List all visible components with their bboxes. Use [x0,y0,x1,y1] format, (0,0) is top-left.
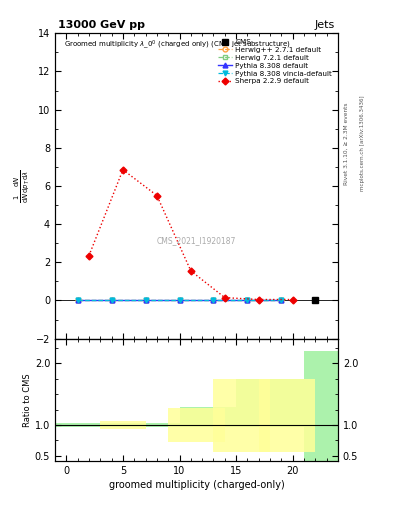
Pythia 8.308 vincia-default [245,297,250,303]
Pythia 8.308 default [279,297,284,303]
Pythia 8.308 vincia-default [75,297,80,303]
Y-axis label: $\frac{1}{\mathrm{d}N}\frac{\mathrm{d}N}{\mathrm{d}p_T\,\mathrm{d}\lambda}$: $\frac{1}{\mathrm{d}N}\frac{\mathrm{d}N}… [12,169,31,203]
Herwig 7.2.1 default [143,297,148,303]
Herwig++ 2.7.1 default [143,297,148,303]
Line: Herwig 7.2.1 default: Herwig 7.2.1 default [75,297,284,303]
Text: CMS_2021_I1920187: CMS_2021_I1920187 [157,237,236,245]
Sherpa 2.2.9 default [222,294,227,301]
Herwig 7.2.1 default [109,297,114,303]
Herwig 7.2.1 default [75,297,80,303]
Pythia 8.308 default [245,297,250,303]
Line: Herwig++ 2.7.1 default: Herwig++ 2.7.1 default [75,297,284,303]
Herwig 7.2.1 default [177,297,182,303]
Herwig++ 2.7.1 default [177,297,182,303]
Herwig++ 2.7.1 default [211,297,216,303]
X-axis label: groomed multiplicity (charged-only): groomed multiplicity (charged-only) [108,480,285,490]
Line: Pythia 8.308 default: Pythia 8.308 default [75,297,284,303]
Pythia 8.308 default [143,297,148,303]
Herwig 7.2.1 default [279,297,284,303]
Sherpa 2.2.9 default [121,167,125,173]
Sherpa 2.2.9 default [256,296,261,303]
Legend: CMS, Herwig++ 2.7.1 default, Herwig 7.2.1 default, Pythia 8.308 default, Pythia : CMS, Herwig++ 2.7.1 default, Herwig 7.2.… [216,37,334,87]
Line: Pythia 8.308 vincia-default: Pythia 8.308 vincia-default [75,297,284,303]
Sherpa 2.2.9 default [290,296,295,303]
Text: Jets: Jets [315,19,335,30]
Herwig++ 2.7.1 default [245,297,250,303]
Sherpa 2.2.9 default [189,268,193,274]
Herwig 7.2.1 default [211,297,216,303]
Text: mcplots.cern.ch [arXiv:1306.3436]: mcplots.cern.ch [arXiv:1306.3436] [360,96,365,191]
Pythia 8.308 default [109,297,114,303]
Pythia 8.308 default [177,297,182,303]
Pythia 8.308 vincia-default [211,297,216,303]
Herwig++ 2.7.1 default [279,297,284,303]
Sherpa 2.2.9 default [86,252,91,259]
Text: Rivet 3.1.10, ≥ 2.3M events: Rivet 3.1.10, ≥ 2.3M events [344,102,349,185]
Y-axis label: Ratio to CMS: Ratio to CMS [23,373,32,426]
Line: Sherpa 2.2.9 default: Sherpa 2.2.9 default [86,167,295,302]
Sherpa 2.2.9 default [154,193,159,199]
Herwig++ 2.7.1 default [109,297,114,303]
Text: 13000 GeV pp: 13000 GeV pp [58,19,145,30]
Herwig 7.2.1 default [245,297,250,303]
Pythia 8.308 default [75,297,80,303]
Text: Groomed multiplicity $\lambda\_0^0$ (charged only) (CMS jet substructure): Groomed multiplicity $\lambda\_0^0$ (cha… [64,38,290,51]
Pythia 8.308 vincia-default [177,297,182,303]
Pythia 8.308 vincia-default [143,297,148,303]
Pythia 8.308 default [211,297,216,303]
Pythia 8.308 vincia-default [109,297,114,303]
Pythia 8.308 vincia-default [279,297,284,303]
Herwig++ 2.7.1 default [75,297,80,303]
